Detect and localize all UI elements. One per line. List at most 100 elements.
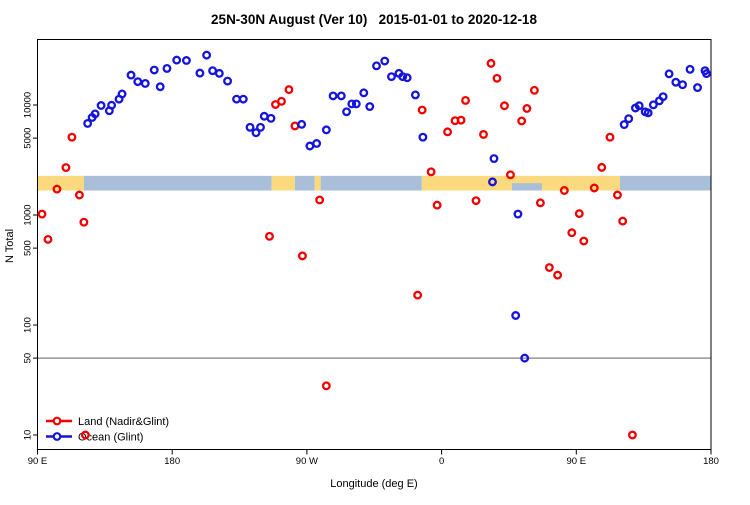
x-tick-label: 90 E [28,456,48,467]
point-ocean [619,120,629,130]
world-map-band [37,175,711,191]
point-land [559,186,569,195]
point-land [589,183,599,193]
point-ocean [511,311,521,320]
point-ocean [410,90,420,100]
y-tick-label: 500 [23,240,34,256]
point-ocean [256,122,265,132]
point-land [492,73,502,83]
point-ocean [658,92,668,102]
point-ocean [107,100,117,110]
point-ocean [126,70,136,80]
point-ocean [648,100,658,110]
point-land [290,121,300,131]
point-ocean [214,68,224,78]
band-ocean-segment [620,175,711,191]
y-tick-label: 10000 [23,92,34,118]
point-ocean [678,80,688,90]
point-ocean [312,139,322,148]
series-ocean [83,50,711,363]
legend-marker-ocean-icon [52,432,62,441]
point-ocean [624,114,634,124]
point-ocean [380,56,390,66]
point-ocean [418,132,428,142]
point-land [544,263,554,272]
point-land [67,132,77,142]
band-ocean-segment [320,175,422,191]
point-ocean [83,118,93,128]
point-ocean [359,88,369,98]
band-ocean-segment [83,175,272,191]
point-land [284,85,294,95]
point-ocean [402,73,412,83]
point-ocean [643,108,653,118]
point-land [315,195,325,205]
point-ocean [202,50,212,60]
point-land [567,228,577,238]
point-land [627,430,637,440]
point-ocean [245,122,255,132]
point-land [574,209,584,219]
point-ocean [488,177,497,187]
y-tick-label: 10 [23,430,34,441]
point-land [597,162,607,172]
point-ocean [365,102,375,112]
point-land [37,209,47,219]
y-axis: 10 50 100 500 1000 5000 10000 [23,92,38,441]
point-ocean [664,69,674,79]
point-land [79,217,89,227]
point-ocean [172,55,182,65]
point-land [535,198,545,208]
band-land-segment [271,175,295,191]
legend: Land (Nadir&Glint) Ocean (Glint) [46,416,169,443]
point-land [61,163,71,172]
legend-label-ocean: Ocean (Glint) [78,431,143,443]
y-axis-label: N Total [4,229,16,263]
point-land [426,167,436,177]
point-ocean [251,128,261,138]
point-land [505,170,515,180]
point-ocean [321,125,331,135]
point-land [500,101,509,111]
point-ocean [489,154,499,163]
point-ocean [181,56,191,65]
point-ocean [685,64,695,74]
point-land [74,190,84,200]
point-ocean [634,101,644,111]
point-ocean [520,353,530,363]
point-land [471,196,481,206]
point-land [605,132,615,142]
point-land [517,116,527,126]
y-tick-label: 5000 [23,128,34,149]
point-ocean [347,99,357,109]
band-notch-ocean [511,183,542,191]
point-ocean [702,69,711,79]
point-ocean [693,83,702,93]
point-ocean [513,209,523,219]
point-ocean [238,94,248,104]
data-points [37,50,711,440]
point-ocean [162,63,172,73]
band-land-segment [37,175,84,191]
point-ocean [398,72,408,82]
point-land [265,231,274,241]
point-land [461,95,470,105]
point-land [297,251,307,261]
legend-label-land: Land (Nadir&Glint) [78,416,169,428]
x-axis: 90 E 180 90 W 0 90 E 180 [28,449,719,467]
y-tick-label: 100 [23,317,34,333]
point-ocean [266,113,276,123]
series-land [37,58,637,440]
point-land [443,127,453,137]
y-tick-label: 1000 [23,204,34,225]
x-tick-label: 0 [439,456,444,467]
point-land [522,104,532,113]
point-land [80,430,90,440]
point-ocean [372,61,381,71]
legend-marker-land-icon [52,416,62,426]
point-land [52,184,62,194]
point-ocean [336,91,346,101]
point-ocean [140,79,150,88]
point-land [413,290,423,300]
